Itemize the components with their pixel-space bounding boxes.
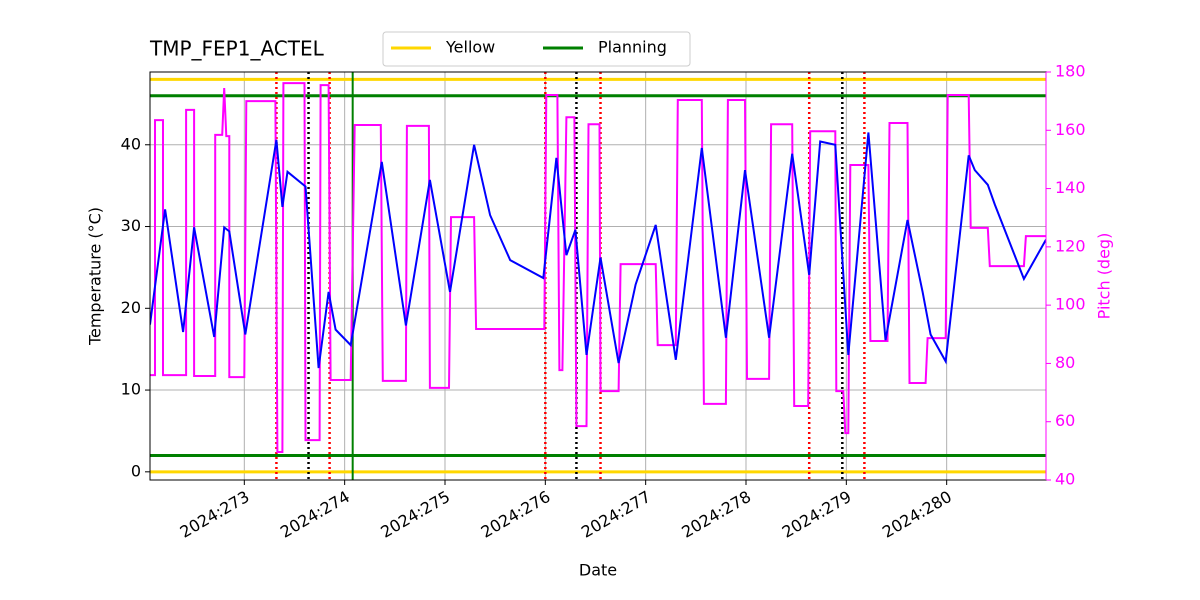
data-line bbox=[150, 132, 1046, 369]
y2-tick-label: 100 bbox=[1055, 295, 1086, 314]
y2-tick-label: 160 bbox=[1055, 120, 1086, 139]
plot-area bbox=[150, 72, 1046, 480]
x-axis-label: Date bbox=[579, 561, 617, 580]
x-tick-label: 2024:279 bbox=[779, 487, 855, 542]
y2-tick-label: 140 bbox=[1055, 178, 1086, 197]
x-tick-label: 2024:277 bbox=[578, 487, 654, 542]
y-tick-label: 20 bbox=[121, 298, 141, 317]
x-tick-label: 2024:278 bbox=[678, 487, 754, 542]
y2-tick-label: 180 bbox=[1055, 62, 1086, 81]
x-tick-label: 2024:274 bbox=[277, 487, 353, 542]
x-tick-label: 2024:273 bbox=[177, 487, 253, 542]
y-tick-label: 0 bbox=[131, 461, 141, 480]
y2-tick-label: 120 bbox=[1055, 236, 1086, 255]
legend-box bbox=[382, 31, 691, 67]
x-tick-label: 2024:280 bbox=[879, 487, 955, 542]
y-tick-label: 40 bbox=[121, 134, 141, 153]
data-line bbox=[150, 82, 1046, 453]
y2-tick-label: 40 bbox=[1055, 470, 1075, 489]
legend-label: Planning bbox=[598, 38, 667, 57]
y-tick-label: 30 bbox=[121, 216, 141, 235]
y-tick-label: 10 bbox=[121, 380, 141, 399]
y-axis-label: Temperature (°C) bbox=[86, 207, 105, 346]
chart-title: TMP_FEP1_ACTEL bbox=[149, 37, 325, 61]
y2-tick-label: 80 bbox=[1055, 353, 1075, 372]
y2-tick-label: 60 bbox=[1055, 411, 1075, 430]
legend-label: Yellow bbox=[445, 38, 495, 57]
x-tick-label: 2024:275 bbox=[377, 487, 453, 542]
y2-axis-label: Pitch (deg) bbox=[1095, 233, 1114, 320]
x-tick-label: 2024:276 bbox=[478, 487, 554, 542]
